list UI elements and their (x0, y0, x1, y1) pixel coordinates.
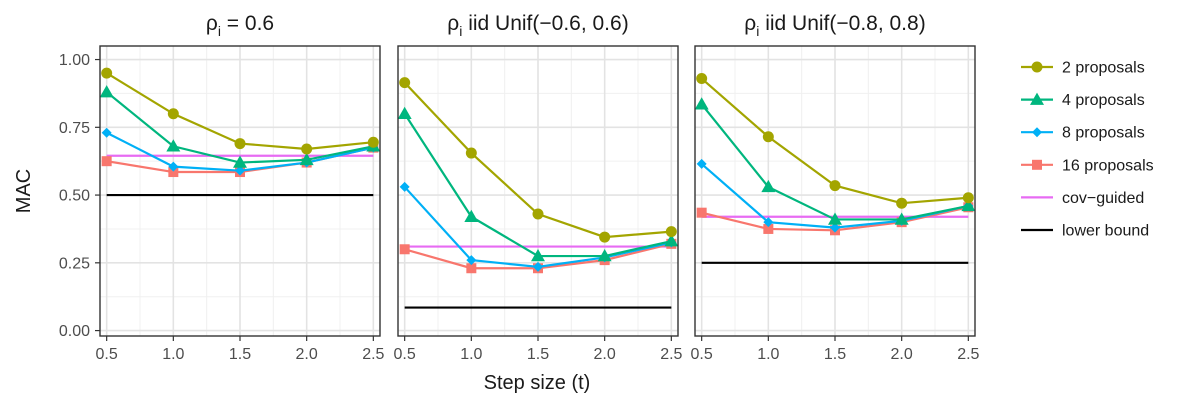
x-tick-label: 1.5 (824, 346, 846, 363)
x-tick-label: 0.5 (96, 346, 118, 363)
data-point-4-proposals (894, 212, 909, 225)
data-point-2-proposals (167, 108, 179, 120)
x-tick-label: 0.5 (691, 346, 713, 363)
y-tick-label: 0.75 (59, 120, 90, 137)
panel-title: ρi iid Unif(−0.8, 0.8) (744, 12, 925, 39)
y-axis: 0.00 0.25 0.50 0.75 1.00 (59, 52, 100, 340)
data-point-8-proposals (101, 127, 112, 138)
data-point-4-proposals (961, 198, 976, 212)
panel-2: 0.5 1.0 1.5 2.0 2.5 ρi iid Unif(−0.6, 0.6) (394, 12, 683, 363)
panel-3: 0.5 1.0 1.5 2.0 2.5 ρi iid Unif(−0.8, 0.8) (691, 12, 980, 363)
data-point-16-proposals (168, 167, 179, 178)
data-point-2-proposals (896, 197, 908, 209)
chart-panels: 0.5 1.0 1.5 2.0 2.5 ρi = 0.6 0.5 1.0 1.5 2.0 2.5 ρi… (96, 12, 980, 363)
data-point-2-proposals (599, 231, 611, 243)
legend-key-marker (1031, 61, 1043, 73)
data-point-2-proposals (465, 147, 477, 159)
data-point-4-proposals (531, 249, 545, 262)
data-point-8-proposals (763, 217, 774, 228)
x-tick-label: 2.5 (362, 346, 384, 363)
panel-title: ρi = 0.6 (206, 12, 274, 39)
legend-label: 16 proposals (1062, 157, 1154, 174)
legend-item-lower-bound: lower bound (1021, 223, 1149, 240)
legend-key-marker (1030, 92, 1044, 105)
data-point-2-proposals (301, 143, 313, 155)
data-point-2-proposals (367, 136, 379, 148)
data-point-2-proposals (696, 73, 708, 85)
data-point-8-proposals (696, 158, 707, 169)
data-point-4-proposals (761, 179, 776, 193)
legend-item-cov-guided: cov−guided (1021, 190, 1144, 207)
data-point-16-proposals (466, 263, 477, 274)
x-tick-label: 2.5 (660, 346, 682, 363)
y-tick-label: 1.00 (59, 52, 90, 69)
data-point-2-proposals (762, 131, 774, 143)
data-point-16-proposals (399, 244, 410, 255)
data-point-4-proposals (166, 139, 181, 152)
data-point-4-proposals (694, 97, 709, 110)
data-point-2-proposals (532, 208, 544, 220)
data-point-4-proposals (233, 155, 247, 168)
x-tick-label: 1.5 (527, 346, 549, 363)
y-tick-label: 0.50 (59, 188, 90, 205)
legend: 2 proposals 4 proposals 8 proposals 16 prop… (1021, 60, 1154, 240)
data-point-8-proposals (168, 161, 179, 172)
panel-title: ρi iid Unif(−0.6, 0.6) (447, 12, 628, 39)
legend-item-8-proposals: 8 proposals (1021, 125, 1145, 142)
data-point-4-proposals (397, 106, 412, 120)
data-point-2-proposals (399, 77, 411, 89)
data-point-2-proposals (665, 226, 677, 238)
data-point-4-proposals (597, 249, 612, 262)
data-point-2-proposals (829, 180, 841, 192)
legend-item-16-proposals: 16 proposals (1021, 157, 1154, 174)
legend-label: 4 proposals (1062, 92, 1145, 109)
data-point-8-proposals (399, 181, 410, 192)
data-point-4-proposals (828, 212, 842, 225)
x-axis-title: Step size (t) (484, 372, 591, 394)
x-tick-label: 0.5 (394, 346, 416, 363)
x-tick-label: 2.0 (296, 346, 318, 363)
y-tick-label: 0.00 (59, 323, 90, 340)
x-tick-label: 1.0 (460, 346, 482, 363)
legend-key-marker (1032, 127, 1042, 138)
panel-1: 0.5 1.0 1.5 2.0 2.5 ρi = 0.6 (96, 12, 385, 363)
data-point-4-proposals (664, 234, 679, 247)
legend-item-2-proposals: 2 proposals (1021, 60, 1145, 77)
legend-label: cov−guided (1062, 190, 1144, 207)
x-tick-label: 2.5 (957, 346, 979, 363)
data-point-2-proposals (101, 67, 113, 79)
x-tick-label: 2.0 (891, 346, 913, 363)
legend-label: lower bound (1062, 223, 1149, 240)
data-point-4-proposals (299, 152, 314, 166)
legend-label: 8 proposals (1062, 125, 1145, 142)
x-tick-label: 2.0 (594, 346, 616, 363)
legend-label: 2 proposals (1062, 60, 1145, 77)
x-tick-label: 1.0 (757, 346, 779, 363)
data-point-2-proposals (962, 192, 974, 204)
data-point-8-proposals (466, 255, 477, 266)
x-tick-label: 1.0 (162, 346, 184, 363)
y-axis-title: MAC (13, 169, 35, 213)
legend-key-marker (1032, 159, 1042, 170)
y-tick-label: 0.25 (59, 255, 90, 272)
data-point-4-proposals (464, 209, 479, 222)
data-point-16-proposals (763, 223, 774, 234)
data-point-8-proposals (533, 261, 543, 272)
data-point-16-proposals (101, 156, 112, 167)
data-point-8-proposals (830, 222, 840, 233)
data-point-8-proposals (235, 165, 245, 176)
data-point-16-proposals (696, 207, 707, 218)
data-point-2-proposals (234, 138, 246, 150)
x-tick-label: 1.5 (229, 346, 251, 363)
legend-item-4-proposals: 4 proposals (1021, 92, 1145, 109)
data-point-4-proposals (99, 85, 114, 98)
